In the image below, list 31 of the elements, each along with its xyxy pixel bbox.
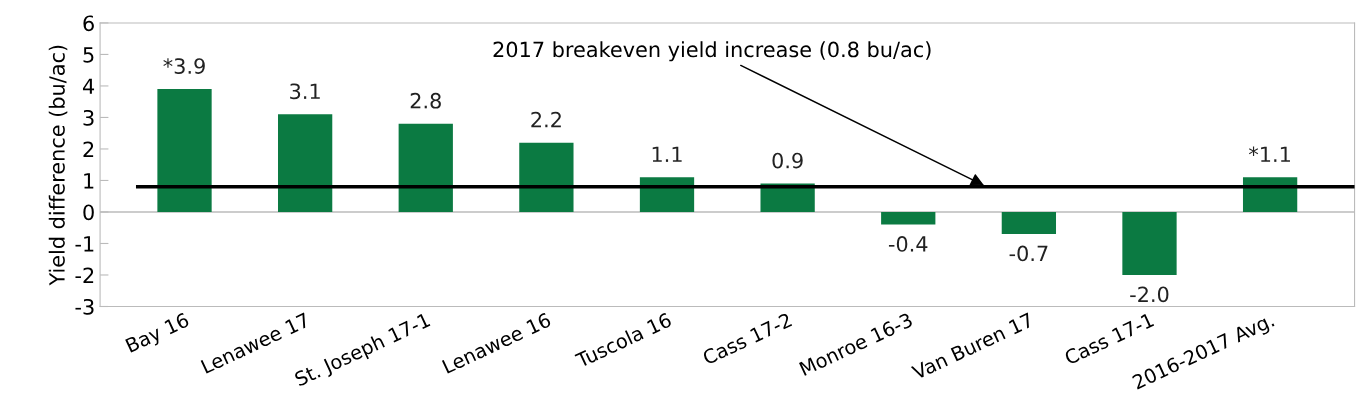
ref-line-label: 2017 breakeven yield increase (0.8 bu/ac) bbox=[493, 41, 931, 62]
data-label: 3.1 bbox=[290, 83, 320, 100]
data-label: -2.0 bbox=[1130, 286, 1169, 303]
y-tick-label: 6 bbox=[83, 15, 94, 32]
y-tick-label: 5 bbox=[83, 47, 94, 63]
bar bbox=[157, 89, 212, 212]
y-tick-label: 2 bbox=[83, 141, 94, 157]
y-tick-label: 0 bbox=[83, 204, 94, 221]
data-label: *3.9 bbox=[163, 58, 205, 74]
bar bbox=[1001, 211, 1057, 235]
bar bbox=[1122, 211, 1177, 275]
data-label: -0.7 bbox=[1009, 245, 1048, 262]
data-label: 2.8 bbox=[410, 92, 441, 109]
y-axis-title: Yield difference (bu/ac) bbox=[48, 45, 68, 286]
bar bbox=[398, 123, 453, 212]
y-tick-label: -2 bbox=[75, 267, 94, 283]
y-tick-label: 1 bbox=[84, 173, 94, 189]
data-label: 0.9 bbox=[772, 152, 803, 169]
x-tick-label: Bay 16 bbox=[125, 312, 192, 357]
data-label: -0.4 bbox=[888, 236, 928, 252]
data-label: 2.2 bbox=[531, 111, 561, 128]
y-tick-label: 3 bbox=[83, 109, 94, 126]
y-tick-label: -3 bbox=[75, 298, 94, 315]
x-tick-label: Cass 17-2 bbox=[701, 312, 793, 366]
y-tick-label: 4 bbox=[82, 78, 95, 94]
data-label: 1.1 bbox=[652, 146, 682, 162]
data-label: *1.1 bbox=[1248, 146, 1290, 162]
y-tick-label: -1 bbox=[75, 236, 94, 252]
bar bbox=[881, 211, 936, 225]
bar bbox=[519, 142, 574, 212]
bar bbox=[278, 114, 333, 212]
